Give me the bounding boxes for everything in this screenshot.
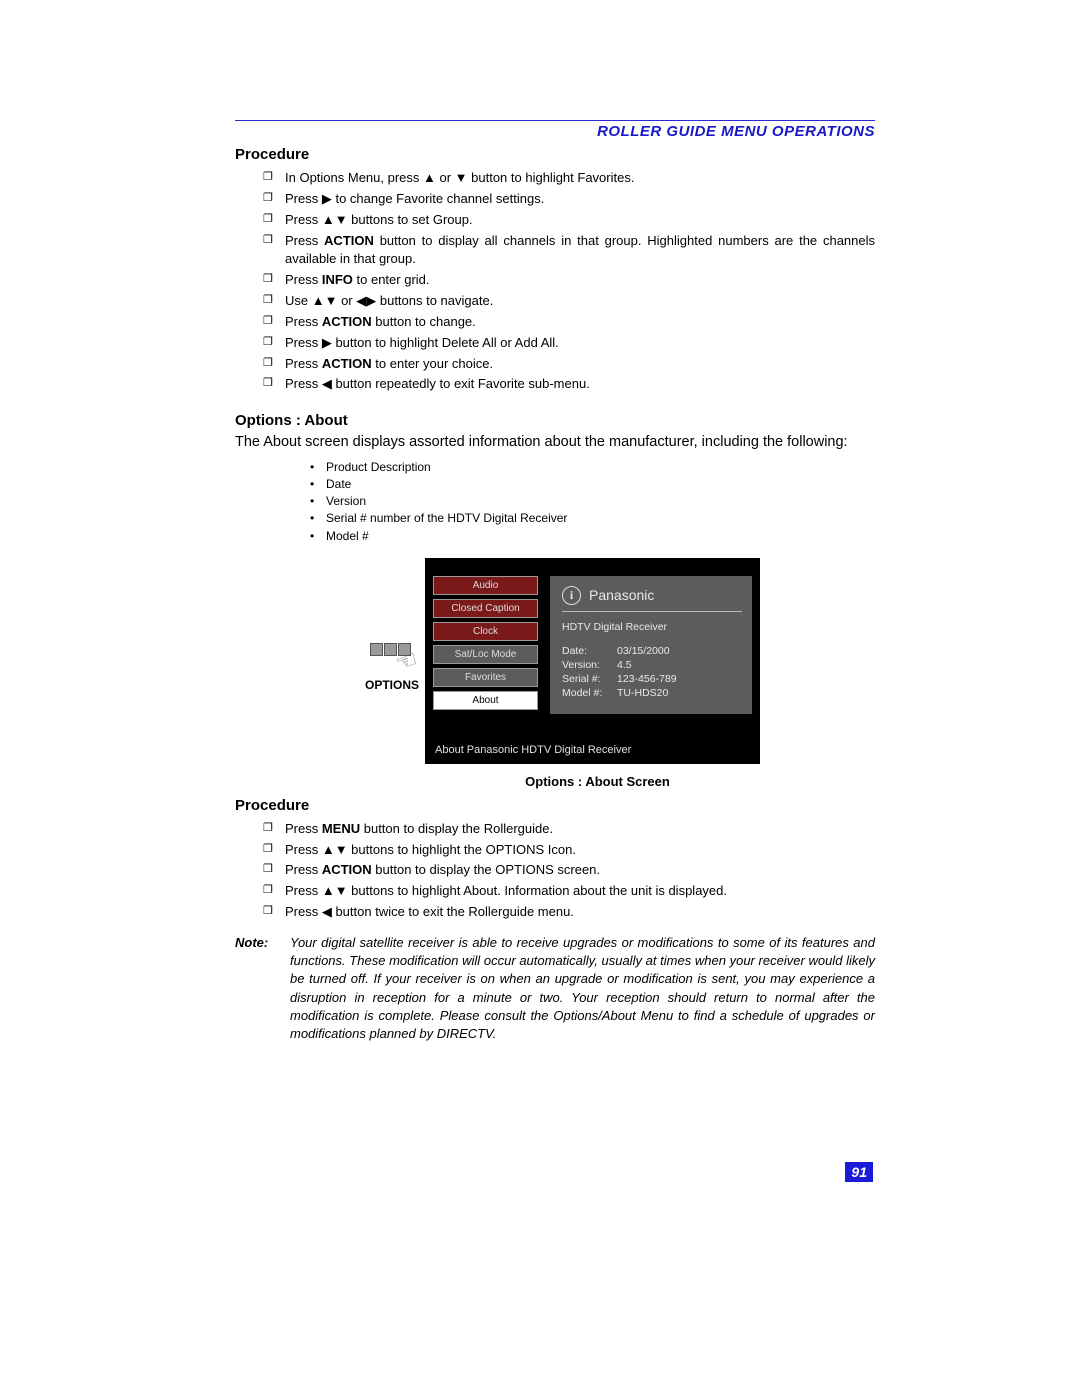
procedure-step: Press ▲▼ buttons to set Group. xyxy=(263,211,875,230)
procedure-step: Press ◀ button twice to exit the Rollerg… xyxy=(263,903,875,922)
tv-screenshot: ☜ OPTIONS AudioClosed CaptionClockSat/Lo… xyxy=(370,558,880,789)
header-rule xyxy=(235,120,875,121)
procedure-step: In Options Menu, press ▲ or ▼ button to … xyxy=(263,169,875,188)
tv-screen: Audio Closed Caption Clock Sat/Loc Mode Favo… xyxy=(425,558,760,764)
procedure-step: Press ACTION button to display the OPTIO… xyxy=(263,861,875,880)
page-number: 91 xyxy=(845,1162,873,1182)
hand-icon: ☜ xyxy=(370,643,422,656)
info-panel: i Panasonic HDTV Digital Receiver Date:0… xyxy=(550,576,752,714)
procedure-step: Press INFO to enter grid. xyxy=(263,271,875,290)
procedure-step: Press ACTION to enter your choice. xyxy=(263,355,875,374)
menu-item: Clock xyxy=(433,622,538,641)
about-bullet: Serial # number of the HDTV Digital Rece… xyxy=(310,510,875,526)
info-brand: Panasonic xyxy=(589,587,654,603)
menu-item: Favorites xyxy=(433,668,538,687)
procedure-step: Press ACTION button to display all chann… xyxy=(263,232,875,270)
menu-column: Audio Closed Caption Clock Sat/Loc Mode Favo… xyxy=(433,576,538,714)
about-bullet: Date xyxy=(310,476,875,492)
procedure-list-1: In Options Menu, press ▲ or ▼ button to … xyxy=(235,169,875,394)
menu-item: About xyxy=(433,691,538,710)
options-about-heading: Options : About xyxy=(235,412,875,429)
about-bullet-list: Product DescriptionDateVersionSerial # n… xyxy=(235,459,875,544)
menu-item: Closed Caption xyxy=(433,599,538,618)
info-row: Version:4.5 xyxy=(562,658,742,672)
options-about-intro: The About screen displays assorted infor… xyxy=(235,433,875,453)
info-row: Model #:TU-HDS20 xyxy=(562,686,742,700)
tv-footer-text: About Panasonic HDTV Digital Receiver xyxy=(433,744,752,756)
options-side-label: OPTIONS xyxy=(365,678,419,692)
procedure-step: Use ▲▼ or ◀▶ buttons to navigate. xyxy=(263,292,875,311)
procedure-step: Press ◀ button repeatedly to exit Favori… xyxy=(263,375,875,394)
screenshot-caption: Options : About Screen xyxy=(430,774,765,789)
info-row: Date:03/15/2000 xyxy=(562,644,742,658)
procedure-step: Press ▶ button to highlight Delete All o… xyxy=(263,334,875,353)
page-content: ROLLER GUIDE MENU OPERATIONS Procedure I… xyxy=(235,120,875,1043)
procedure-list-2: Press MENU button to display the Rollerg… xyxy=(235,820,875,922)
procedure-heading-2: Procedure xyxy=(235,797,875,814)
about-bullet: Model # xyxy=(310,528,875,544)
note-label: Note: xyxy=(235,934,290,1043)
section-header: ROLLER GUIDE MENU OPERATIONS xyxy=(235,123,875,140)
note-text: Your digital satellite receiver is able … xyxy=(290,934,875,1043)
info-rows: Date:03/15/2000Version:4.5Serial #:123-4… xyxy=(562,644,742,701)
procedure-step: Press ACTION button to change. xyxy=(263,313,875,332)
menu-item: Sat/Loc Mode xyxy=(433,645,538,664)
procedure-step: Press ▲▼ buttons to highlight the OPTION… xyxy=(263,841,875,860)
procedure-step: Press ▲▼ buttons to highlight About. Inf… xyxy=(263,882,875,901)
note-block: Note: Your digital satellite receiver is… xyxy=(235,934,875,1043)
procedure-heading-1: Procedure xyxy=(235,146,875,163)
info-desc: HDTV Digital Receiver xyxy=(562,620,742,634)
procedure-step: Press MENU button to display the Rollerg… xyxy=(263,820,875,839)
info-icon: i xyxy=(562,586,581,605)
procedure-step: Press ▶ to change Favorite channel setti… xyxy=(263,190,875,209)
info-row: Serial #:123-456-789 xyxy=(562,672,742,686)
about-bullet: Version xyxy=(310,493,875,509)
about-bullet: Product Description xyxy=(310,459,875,475)
menu-item: Audio xyxy=(433,576,538,595)
